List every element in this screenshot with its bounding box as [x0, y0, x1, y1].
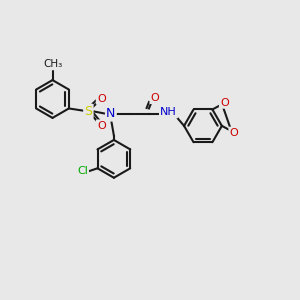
Text: NH: NH: [160, 107, 177, 117]
Text: CH₃: CH₃: [43, 59, 62, 69]
Text: O: O: [151, 93, 159, 103]
Text: S: S: [84, 105, 92, 118]
Text: Cl: Cl: [77, 166, 88, 176]
Text: O: O: [220, 98, 229, 108]
Text: N: N: [106, 107, 116, 120]
Text: O: O: [97, 94, 106, 103]
Text: O: O: [230, 128, 238, 138]
Text: O: O: [97, 121, 106, 130]
